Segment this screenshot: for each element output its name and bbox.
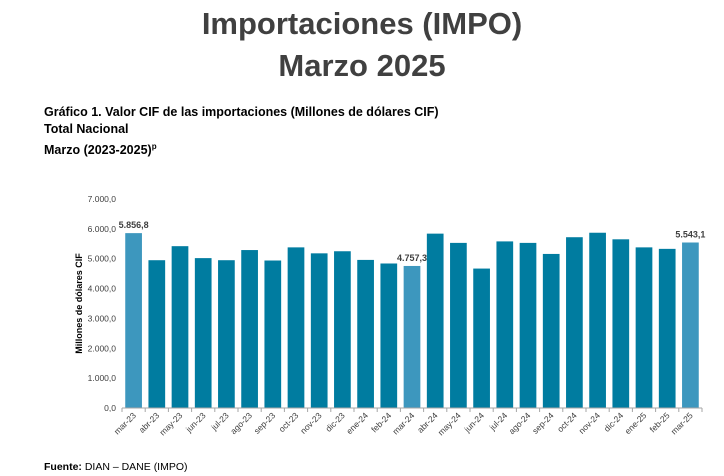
bar-feb-25: [658, 248, 676, 408]
bar-jun-24: [473, 268, 490, 408]
y-tick-label: 5.000,0: [88, 254, 117, 264]
bar-nov-24: [589, 232, 606, 408]
x-tick-label: may-23: [157, 410, 184, 437]
x-tick-label: feb-25: [647, 410, 671, 434]
y-tick-label: 1.000,0: [88, 373, 117, 383]
x-tick-label: mar-23: [112, 410, 138, 436]
x-tick-label: nov-24: [577, 410, 603, 436]
bar-mar-23: [125, 233, 142, 408]
x-tick-label: dic-24: [602, 410, 626, 434]
chart-caption: Gráfico 1. Valor CIF de las importacione…: [44, 105, 439, 119]
bar-sep-24: [542, 253, 560, 408]
y-tick-label: 7.000,0: [88, 194, 117, 204]
y-tick-label: 3.000,0: [88, 313, 117, 323]
y-tick-label: 2.000,0: [88, 343, 117, 353]
bar-jul-24: [496, 241, 514, 408]
page-title: Importaciones (IMPO): [201, 6, 523, 41]
y-tick-label: 0,0: [104, 403, 116, 413]
page-subtitle-period: Marzo 2025: [278, 48, 446, 83]
bar-may-24: [450, 242, 467, 408]
bar-mar-24: [403, 265, 421, 408]
data-label-mar-23: 5.856,8: [119, 220, 149, 230]
x-tick-label: ago-24: [507, 410, 533, 436]
bar-sep-23: [264, 260, 282, 408]
x-tick-label: mar-25: [669, 410, 695, 436]
chart-scope: Total Nacional: [44, 122, 129, 136]
y-axis-title: Millones de dólares CIF: [74, 253, 84, 354]
source-label: Fuente:: [44, 461, 82, 473]
data-label-mar-25: 5.543,1: [675, 229, 705, 239]
bar-jun-23: [194, 258, 212, 408]
bar-dic-23: [334, 251, 351, 408]
x-tick-label: jun-23: [183, 410, 208, 435]
x-tick-label: nov-23: [298, 410, 324, 436]
bar-may-23: [171, 246, 189, 408]
x-tick-label: sep-24: [530, 410, 556, 436]
x-tick-label: jun-24: [462, 410, 487, 435]
bar-jul-23: [218, 260, 235, 408]
bar-ago-23: [241, 250, 258, 408]
bar-feb-24: [380, 263, 398, 408]
x-tick-label: ago-23: [228, 410, 254, 436]
bar-ene-24: [357, 259, 374, 408]
x-tick-label: oct-24: [555, 410, 579, 434]
x-tick-label: sep-23: [252, 410, 278, 436]
data-label-mar-24: 4.757,3: [397, 253, 427, 263]
x-tick-label: dic-23: [323, 410, 347, 434]
y-tick-label: 6.000,0: [88, 224, 117, 234]
bar-dic-24: [612, 239, 630, 408]
chart-period: Marzo (2023-2025)p: [44, 138, 157, 159]
source-text: DIAN – DANE (IMPO): [81, 461, 188, 473]
bar-nov-23: [310, 253, 328, 408]
x-tick-label: may-24: [436, 410, 463, 437]
bar-mar-25: [682, 242, 699, 408]
source-note: Fuente: DIAN – DANE (IMPO): [44, 461, 188, 474]
bar-oct-24: [566, 237, 583, 408]
chart-period-text: Marzo (2023-2025): [44, 143, 152, 158]
x-tick-label: ene-24: [344, 410, 370, 436]
x-tick-label: feb-24: [369, 410, 393, 434]
x-tick-label: ene-25: [623, 410, 649, 436]
x-tick-label: mar-24: [390, 410, 416, 436]
bar-abr-23: [148, 260, 166, 408]
provisional-mark: p: [151, 142, 157, 151]
bar-oct-23: [287, 247, 305, 408]
bar-ene-25: [635, 247, 653, 408]
y-tick-label: 4.000,0: [88, 284, 117, 294]
bar-abr-24: [426, 233, 444, 408]
bar-ago-24: [519, 242, 537, 408]
x-tick-label: oct-23: [277, 410, 301, 434]
